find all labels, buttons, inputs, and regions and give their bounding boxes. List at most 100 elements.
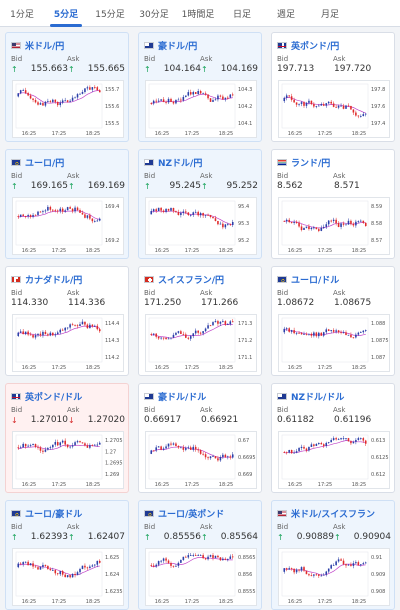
mini-chart[interactable]: 1.2705 1.27 1.2695 1.269 16:25 17:25 18:25 <box>12 431 124 489</box>
pair-name[interactable]: ユーロ/英ポンド <box>158 509 225 520</box>
candle-body <box>330 330 332 332</box>
candle-body <box>22 562 24 565</box>
candle-body <box>19 331 22 333</box>
moving-average-line <box>151 210 233 225</box>
mini-chart[interactable]: 0.91 0.909 0.908 16:25 17:25 18:25 <box>278 548 390 606</box>
candle-body <box>345 332 347 336</box>
rate-card[interactable]: 豪ドル/円 Bid Ask ↑ 104.164 ↑ 104.169 104.3 104… <box>138 32 262 142</box>
rate-card[interactable]: カナダドル/円 Bid Ask 114.330 114.336 114.4 114… <box>5 266 129 376</box>
candle-body <box>155 333 157 337</box>
mini-chart[interactable]: 169.4 169.2 16:25 17:25 18:25 <box>12 197 124 255</box>
ask-label: Ask <box>200 289 213 297</box>
plot-border <box>281 200 369 246</box>
x-tick-label: 17:25 <box>52 482 66 488</box>
candle-body <box>288 219 290 223</box>
mini-chart[interactable]: 171.3 171.2 171.1 16:25 17:25 18:25 <box>145 314 257 372</box>
pair-name[interactable]: 英ポンド/円 <box>291 41 340 52</box>
rate-card[interactable]: 米ドル/円 Bid Ask ↑ 155.663 ↑ 155.665 155.7 155… <box>5 32 129 142</box>
card-header: 米ドル/スイスフラン <box>277 507 376 520</box>
pair-name[interactable]: NZドル/ドル <box>291 392 345 403</box>
rate-card[interactable]: ユーロ/英ポンド Bid Ask ↑ 0.85556 ↑ 0.85564 0.856… <box>138 500 262 610</box>
rate-card[interactable]: 英ポンド/ドル Bid Ask ↓ 1.27010 ↓ 1.27020 1.2705… <box>5 383 129 493</box>
rate-card[interactable]: ユーロ/豪ドル Bid Ask ↑ 1.62393 ↑ 1.62407 1.625 1… <box>5 500 129 610</box>
candle-body <box>71 97 74 101</box>
tab-7[interactable]: 月足 <box>320 10 339 20</box>
plot-border <box>281 434 369 480</box>
pair-name[interactable]: ユーロ/豪ドル <box>25 509 83 520</box>
candle-body <box>285 568 288 570</box>
ask-value-wrap: ↑ 95.252 <box>201 181 258 191</box>
pair-name[interactable]: カナダドル/円 <box>25 275 83 286</box>
candle-body <box>229 456 232 458</box>
mini-chart[interactable]: 104.3 104.2 104.1 16:25 17:25 18:25 <box>145 80 257 138</box>
mini-chart[interactable]: 1.625 1.624 1.6235 16:25 17:25 18:25 <box>12 548 124 606</box>
plot-border <box>148 83 236 129</box>
tab-2[interactable]: 15分足 <box>95 10 125 20</box>
rate-card[interactable]: ユーロ/ドル Bid Ask 1.08672 1.08675 1.088 1.08… <box>271 266 395 376</box>
pair-name[interactable]: ランド/円 <box>291 158 331 169</box>
candle-body <box>219 321 222 324</box>
candle-body <box>355 562 357 564</box>
rate-card[interactable]: ユーロ/円 Bid Ask ↑ 169.165 ↑ 169.169 169.4 169… <box>5 149 129 259</box>
tab-3[interactable]: 30分足 <box>139 10 169 20</box>
pair-name[interactable]: 豪ドル/円 <box>158 41 198 52</box>
rate-card[interactable]: 米ドル/スイスフラン Bid Ask ↑ 0.90889 ↑ 0.90904 0.9… <box>271 500 395 610</box>
pair-name[interactable]: ユーロ/円 <box>25 158 65 169</box>
bid-value: 8.562 <box>277 181 303 191</box>
candle-body <box>94 444 96 446</box>
pair-name[interactable]: スイスフラン/円 <box>158 275 225 286</box>
pair-name[interactable]: 豪ドル/ドル <box>158 392 207 403</box>
candle-body <box>293 222 295 223</box>
candle-body <box>360 438 362 439</box>
ask-label: Ask <box>200 523 213 531</box>
pair-name[interactable]: ユーロ/ドル <box>291 275 340 286</box>
rate-card[interactable]: NZドル/ドル Bid Ask 0.61182 0.61196 0.613 0.6… <box>271 383 395 493</box>
rate-card[interactable]: NZドル/円 Bid Ask ↑ 95.245 ↑ 95.252 95.4 95.3 9… <box>138 149 262 259</box>
candle-body <box>330 565 332 569</box>
tab-0[interactable]: 1分足 <box>10 10 34 20</box>
ask-value-wrap: ↓ 1.27020 <box>68 415 125 425</box>
tab-4[interactable]: 1時間足 <box>181 10 215 20</box>
mini-chart[interactable]: 114.4 114.3 114.2 16:25 17:25 18:25 <box>12 314 124 372</box>
candle-body <box>24 215 27 217</box>
candle-body <box>300 567 303 571</box>
mini-chart[interactable]: 197.8 197.6 197.4 16:25 17:25 18:25 <box>278 80 390 138</box>
bid-value: 104.164 <box>163 64 201 74</box>
candle-body <box>207 556 209 560</box>
mini-chart[interactable]: 155.7 155.6 155.5 16:25 17:25 18:25 <box>12 80 124 138</box>
pair-name[interactable]: 米ドル/円 <box>25 41 65 52</box>
rate-card[interactable]: ランド/円 Bid Ask 8.562 8.571 8.59 8.58 8.57 16… <box>271 149 395 259</box>
tab-6[interactable]: 週足 <box>276 10 295 20</box>
candle-body <box>310 227 313 230</box>
candle-body <box>24 443 27 447</box>
mini-chart[interactable]: 0.67 0.6695 0.669 16:25 17:25 18:25 <box>145 431 257 489</box>
x-tick-label: 16:25 <box>155 248 169 254</box>
candle-body <box>315 332 318 337</box>
candle-body <box>337 330 340 333</box>
mini-chart[interactable]: 1.088 1.0875 1.087 16:25 17:25 18:25 <box>278 314 390 372</box>
candle-body <box>322 104 325 106</box>
candle-body <box>185 556 187 558</box>
rate-card[interactable]: 英ポンド/円 Bid Ask 197.713 197.720 197.8 197.… <box>271 32 395 142</box>
rate-card[interactable]: 豪ドル/ドル Bid Ask 0.66917 0.66921 0.67 0.669… <box>138 383 262 493</box>
candle-body <box>360 116 362 117</box>
candle-body <box>177 562 180 566</box>
mini-chart[interactable]: 8.59 8.58 8.57 16:25 17:25 18:25 <box>278 197 390 255</box>
pair-name[interactable]: NZドル/円 <box>158 158 203 169</box>
candle-body <box>300 226 303 230</box>
tab-1[interactable]: 5分足 <box>44 0 88 27</box>
mini-chart[interactable]: 0.8565 0.856 0.8555 16:25 17:25 18:25 <box>145 548 257 606</box>
tab-5[interactable]: 日足 <box>232 10 251 20</box>
candle-body <box>69 100 71 102</box>
pair-name[interactable]: 英ポンド/ドル <box>25 392 83 403</box>
y-tick-label: 0.8555 <box>238 589 256 595</box>
mini-chart[interactable]: 95.4 95.3 95.2 16:25 17:25 18:25 <box>145 197 257 255</box>
candle-body <box>285 219 288 222</box>
pair-name[interactable]: 米ドル/スイスフラン <box>291 509 376 520</box>
candle-body <box>298 332 300 334</box>
ask-value: 104.169 <box>220 64 258 74</box>
ask-value: 197.720 <box>334 64 372 74</box>
rate-card[interactable]: スイスフラン/円 Bid Ask 171.250 171.266 171.3 17… <box>138 266 262 376</box>
mini-chart[interactable]: 0.613 0.6125 0.612 16:25 17:25 18:25 <box>278 431 390 489</box>
x-tick-label: 18:25 <box>86 365 100 371</box>
